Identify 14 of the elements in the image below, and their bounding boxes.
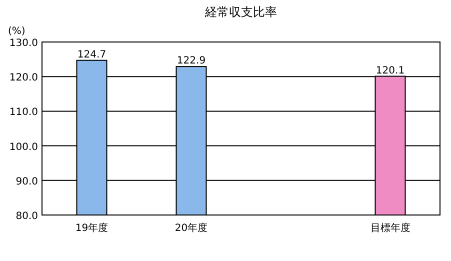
x-tick-label: 20年度 xyxy=(174,222,208,234)
chart-title: 経常収支比率 xyxy=(204,5,277,19)
y-tick-label: 80.0 xyxy=(16,211,38,222)
y-tick-label: 110.0 xyxy=(9,107,38,118)
data-label: 120.1 xyxy=(376,65,405,76)
y-axis-title: (%) xyxy=(8,26,26,37)
x-tick-label: 19年度 xyxy=(75,222,108,234)
y-tick-label: 90.0 xyxy=(16,176,38,188)
x-tick-label: 目標年度 xyxy=(370,222,410,234)
data-label: 124.7 xyxy=(77,49,106,60)
data-label: 122.9 xyxy=(176,56,206,67)
y-tick-label: 130.0 xyxy=(9,38,38,49)
y-tick-label: 120.0 xyxy=(9,72,38,84)
y-tick-label: 100.0 xyxy=(9,142,38,153)
